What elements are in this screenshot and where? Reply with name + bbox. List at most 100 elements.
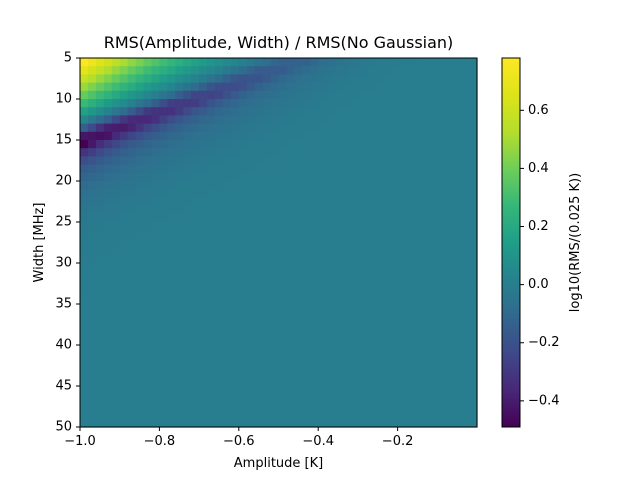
heatmap-cell (199, 99, 208, 108)
heatmap-cell (111, 82, 121, 92)
heatmap-cell (405, 156, 415, 166)
heatmap-cell (167, 246, 176, 256)
heatmap-cell (103, 222, 113, 231)
heatmap-cell (302, 197, 311, 207)
heatmap-cell (357, 312, 367, 321)
x-tick-label: −1.0 (64, 434, 96, 449)
heatmap-cell (159, 418, 168, 428)
heatmap-cell (429, 131, 438, 141)
heatmap-cell (175, 205, 184, 215)
heatmap-cell (349, 230, 359, 239)
heatmap-cell (87, 402, 97, 412)
heatmap-cell (191, 74, 200, 84)
heatmap-cell (167, 74, 176, 84)
heatmap-cell (254, 82, 264, 92)
heatmap-cell (286, 90, 295, 100)
heatmap-cell (214, 189, 224, 198)
heatmap-cell (175, 148, 184, 157)
heatmap-cell (127, 336, 137, 346)
heatmap-cell (246, 238, 256, 248)
heatmap-cell (270, 377, 280, 387)
heatmap-cell (373, 312, 383, 321)
heatmap-cell (286, 345, 295, 354)
heatmap-cell (429, 205, 438, 215)
heatmap-cell (159, 205, 168, 215)
heatmap-cell (461, 246, 470, 256)
heatmap-cell (143, 82, 153, 92)
heatmap-cell (87, 74, 97, 84)
heatmap-cell (87, 386, 97, 395)
heatmap-cell (373, 99, 383, 108)
heatmap-cell (87, 205, 97, 215)
heatmap-cell (365, 172, 375, 182)
heatmap-cell (437, 377, 446, 387)
heatmap-cell (183, 410, 192, 420)
heatmap-cell (445, 107, 454, 116)
heatmap-cell (151, 361, 160, 371)
heatmap-cell (286, 99, 295, 108)
heatmap-cell (397, 246, 407, 256)
heatmap-cell (183, 74, 192, 84)
x-tick-label: −0.8 (144, 434, 176, 449)
heatmap-cell (302, 271, 311, 280)
heatmap-cell (80, 172, 89, 182)
heatmap-cell (214, 164, 224, 174)
heatmap-cell (373, 197, 383, 207)
heatmap-cell (159, 131, 168, 141)
heatmap-cell (119, 394, 129, 403)
heatmap-cell (222, 156, 232, 166)
heatmap-cell (373, 369, 383, 379)
heatmap-cell (191, 394, 200, 403)
heatmap-cell (80, 361, 89, 371)
heatmap-cell (230, 189, 240, 198)
heatmap-cell (167, 107, 176, 116)
heatmap-cell (294, 361, 303, 371)
heatmap-cell (254, 386, 264, 395)
heatmap-cell (365, 246, 375, 256)
heatmap-cell (270, 271, 280, 280)
heatmap-cell (222, 131, 232, 141)
heatmap-cell (278, 148, 288, 157)
heatmap-cell (365, 312, 375, 321)
heatmap-cell (461, 131, 470, 141)
heatmap-cell (429, 213, 438, 223)
heatmap-cell (405, 107, 415, 116)
heatmap-cell (103, 410, 113, 420)
heatmap-cell (381, 377, 391, 387)
heatmap-cell (318, 295, 327, 305)
heatmap-cell (254, 230, 264, 239)
heatmap-cell (318, 369, 327, 379)
heatmap-cell (326, 402, 335, 412)
heatmap-cell (199, 377, 208, 387)
heatmap-cell (270, 66, 280, 75)
heatmap-cell (357, 402, 367, 412)
heatmap-cell (80, 304, 89, 313)
heatmap-cell (342, 197, 351, 207)
heatmap-cell (222, 123, 232, 133)
heatmap-cell (199, 213, 208, 223)
heatmap-cell (222, 99, 232, 108)
heatmap-cell (469, 361, 478, 371)
heatmap-cell (461, 107, 470, 116)
heatmap-cell (175, 336, 184, 346)
heatmap-cell (461, 140, 470, 149)
heatmap-cell (445, 205, 454, 215)
heatmap-cell (199, 222, 208, 231)
heatmap-cell (302, 156, 311, 166)
heatmap-cell (326, 279, 335, 289)
heatmap-cell (421, 58, 430, 67)
heatmap-cell (159, 402, 168, 412)
heatmap-cell (151, 254, 160, 264)
heatmap-cell (413, 131, 423, 141)
heatmap-cell (80, 230, 89, 239)
heatmap-cell (270, 418, 280, 428)
heatmap-cell (357, 107, 367, 116)
heatmap-cell (167, 205, 176, 215)
heatmap-cell (95, 90, 105, 100)
heatmap-cell (334, 99, 343, 108)
heatmap-cell (437, 74, 446, 84)
heatmap-cell (183, 287, 192, 297)
heatmap-cell (349, 254, 359, 264)
heatmap-cell (254, 213, 264, 223)
heatmap-cell (119, 345, 129, 354)
